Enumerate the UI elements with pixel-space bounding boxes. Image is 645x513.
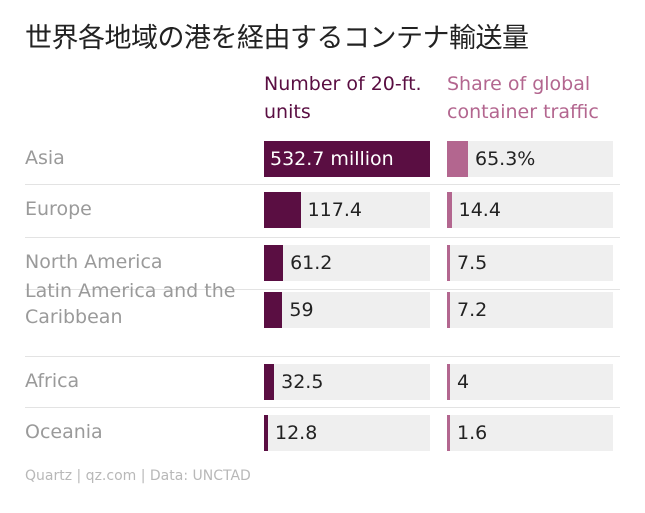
row-label: Oceania: [25, 421, 103, 443]
share-value-label: 65.3%: [475, 148, 536, 170]
units-value-label: 61.2: [290, 252, 333, 274]
units-value-label: 32.5: [281, 371, 324, 393]
share-bar: [447, 292, 450, 328]
share-track: [447, 245, 613, 281]
row-label: Europe: [25, 198, 92, 220]
share-bar: [447, 245, 450, 281]
row-label: Asia: [25, 147, 65, 169]
units-track: [264, 245, 430, 281]
units-track: [264, 415, 430, 451]
row-label: Latin America and the Caribbean: [25, 280, 236, 328]
share-track: [447, 141, 613, 177]
share-bar: [447, 364, 450, 400]
row-divider: [25, 407, 620, 408]
units-value-label: 12.8: [274, 422, 318, 444]
row-divider: [25, 184, 620, 185]
units-value-label: 117.4: [307, 199, 362, 221]
share-bar: [447, 141, 468, 177]
column-header-share: Share of global container traffic: [447, 73, 599, 123]
share-value-label: 14.4: [458, 199, 501, 221]
units-bar: [264, 192, 301, 228]
units-track: [264, 364, 430, 400]
share-value-label: 7.2: [457, 299, 488, 321]
share-track: [447, 364, 613, 400]
units-track: [264, 292, 430, 328]
row-divider: [25, 237, 620, 238]
units-bar: [264, 141, 430, 177]
units-value-label: 59: [289, 299, 314, 321]
row-label: North America: [25, 251, 163, 273]
share-track: [447, 292, 613, 328]
units-value-label: 532.7 million: [270, 148, 394, 170]
chart-title: 世界各地域の港を経由するコンテナ輸送量: [25, 23, 529, 54]
units-bar: [264, 292, 283, 328]
share-value-label: 7.5: [457, 252, 488, 274]
share-bar: [447, 192, 452, 228]
row-divider: [25, 356, 620, 357]
units-bar: [264, 364, 275, 400]
share-track: [447, 415, 613, 451]
share-value-label: 4: [457, 371, 470, 393]
row-label: Africa: [25, 370, 80, 392]
units-bar: [264, 415, 268, 451]
row-divider: [25, 289, 620, 290]
units-bar: [264, 245, 284, 281]
column-header-units: Number of 20-ft. units: [264, 73, 422, 123]
share-bar: [447, 415, 450, 451]
share-value-label: 1.6: [457, 422, 488, 444]
source-note: Quartz | qz.com | Data: UNCTAD: [25, 468, 251, 484]
share-track: [447, 192, 613, 228]
